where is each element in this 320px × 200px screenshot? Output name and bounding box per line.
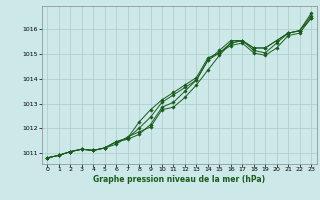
X-axis label: Graphe pression niveau de la mer (hPa): Graphe pression niveau de la mer (hPa): [93, 175, 265, 184]
